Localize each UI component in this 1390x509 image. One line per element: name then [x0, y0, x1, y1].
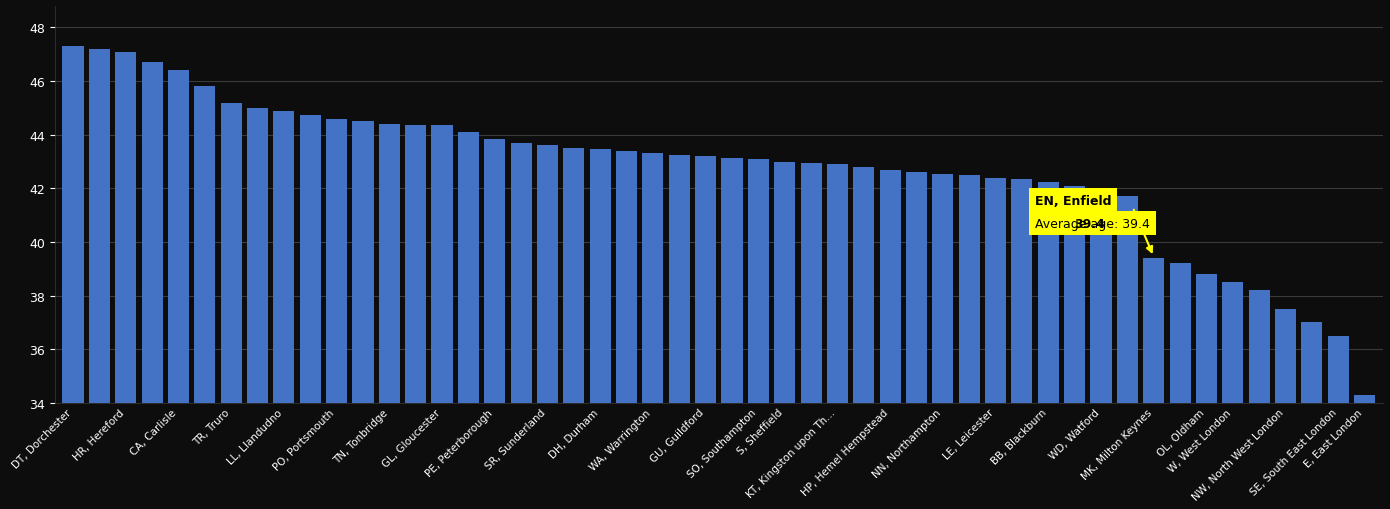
Bar [221, 103, 242, 509]
Bar [537, 146, 557, 509]
Bar [1091, 192, 1112, 509]
Bar [1143, 259, 1165, 509]
Bar [880, 170, 901, 509]
Text: 39.4: 39.4 [1074, 217, 1105, 230]
Bar [669, 156, 689, 509]
Bar [721, 158, 742, 509]
Bar [1222, 282, 1243, 509]
Bar [1354, 395, 1375, 509]
Bar [510, 144, 531, 509]
Bar [563, 149, 584, 509]
Bar [89, 50, 110, 509]
Text: EN, Enfield: EN, Enfield [1036, 194, 1112, 207]
Bar [748, 159, 769, 509]
Bar [379, 125, 400, 509]
Bar [774, 162, 795, 509]
Bar [1248, 291, 1269, 509]
Bar [1275, 309, 1295, 509]
Bar [431, 126, 453, 509]
Bar [300, 116, 321, 509]
Bar [457, 133, 480, 509]
Bar [168, 71, 189, 509]
Bar [1169, 264, 1191, 509]
Bar [247, 108, 268, 509]
Bar [986, 178, 1006, 509]
Bar [1065, 186, 1086, 509]
Bar [327, 120, 348, 509]
Bar [1195, 275, 1218, 509]
Bar [404, 125, 427, 509]
Bar [959, 176, 980, 509]
Bar [1327, 336, 1348, 509]
Bar [1038, 182, 1059, 509]
Bar [115, 52, 136, 509]
Bar [63, 47, 83, 509]
Text: Average age: 39.4: Average age: 39.4 [1036, 217, 1150, 230]
Bar [1012, 180, 1033, 509]
Bar [695, 157, 716, 509]
Bar [195, 87, 215, 509]
Bar [827, 165, 848, 509]
Bar [484, 139, 506, 509]
Bar [589, 150, 610, 509]
Bar [274, 111, 295, 509]
Bar [142, 63, 163, 509]
Bar [616, 152, 637, 509]
Bar [906, 173, 927, 509]
Bar [642, 154, 663, 509]
Bar [853, 167, 874, 509]
Bar [1116, 197, 1138, 509]
Bar [353, 122, 374, 509]
Bar [933, 174, 954, 509]
Bar [801, 163, 821, 509]
Bar [1301, 323, 1322, 509]
